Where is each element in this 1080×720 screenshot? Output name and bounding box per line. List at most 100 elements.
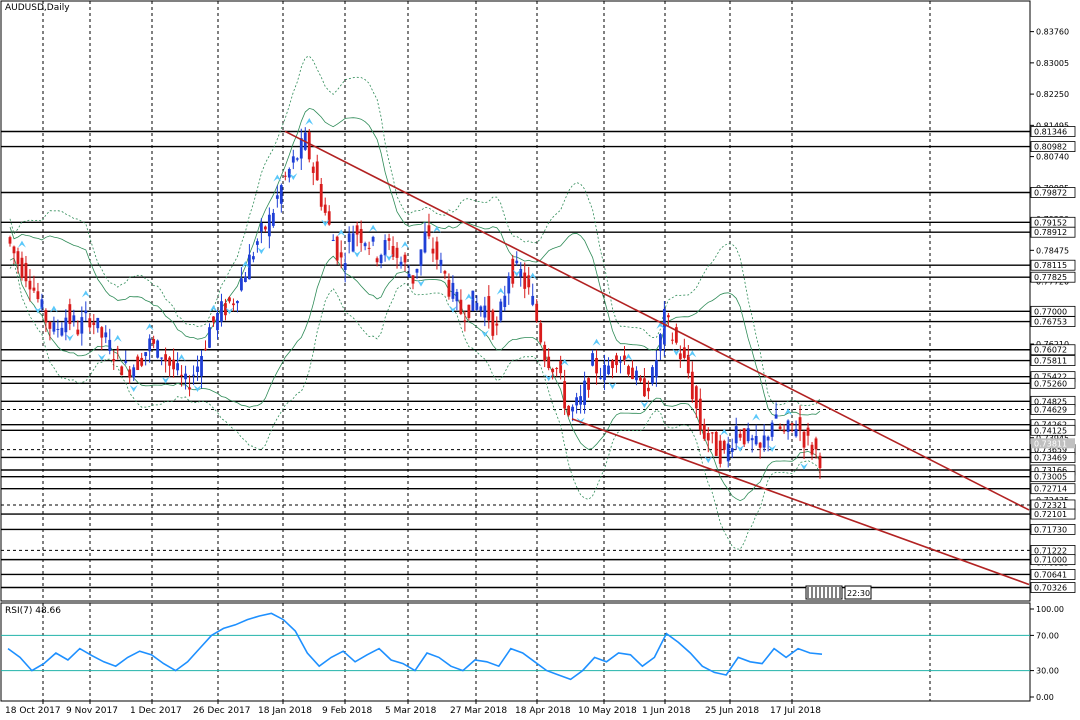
- candle-body: [730, 448, 734, 452]
- candle-body: [128, 369, 132, 378]
- fractal-down-arrow: [129, 385, 138, 393]
- fractal-down-arrow: [768, 444, 777, 452]
- candle-body: [168, 357, 172, 366]
- x-axis-label: 25 Jun 2018: [705, 706, 759, 716]
- candle-body: [798, 417, 802, 431]
- price-tick-label: 0.78475: [1036, 246, 1069, 255]
- candle-body: [471, 290, 475, 311]
- level-label: 0.71730: [1034, 525, 1067, 534]
- fractal-up-arrow: [145, 323, 154, 331]
- candle-body: [631, 367, 634, 380]
- candle-body: [611, 360, 614, 369]
- fractal-down-arrow: [257, 247, 266, 255]
- candle-body: [762, 435, 766, 448]
- candle-body: [387, 238, 391, 241]
- fractal-down-arrow: [193, 384, 202, 392]
- x-axis-label: 5 Mar 2018: [385, 706, 437, 716]
- fractal-down-arrow: [704, 456, 713, 464]
- x-axis-label: 18 Oct 2017: [5, 706, 61, 716]
- fractal-down-arrow: [512, 269, 521, 277]
- candle-body: [52, 322, 56, 332]
- level-label-box: [1030, 344, 1076, 356]
- candle-body: [655, 360, 658, 378]
- x-axis-label: 18 Jan 2018: [258, 706, 312, 716]
- level-label-box: [1030, 126, 1076, 137]
- level-label: 0.75260: [1034, 379, 1067, 388]
- level-label-box: [1030, 377, 1076, 389]
- candle-body: [12, 246, 16, 254]
- candle-body: [543, 344, 547, 361]
- candle-body: [507, 276, 511, 294]
- candle-body: [483, 305, 487, 318]
- candle-body: [487, 296, 491, 321]
- level-label: 0.74125: [1034, 426, 1067, 435]
- candle-body: [794, 429, 798, 437]
- candle-body: [24, 262, 28, 282]
- fractal-down-arrow: [161, 376, 170, 384]
- candle-body: [750, 438, 754, 441]
- candle-body: [758, 442, 762, 448]
- candle-body: [479, 306, 483, 311]
- candle-body: [68, 304, 72, 324]
- level-label: 0.79872: [1034, 189, 1067, 198]
- candle-body: [88, 318, 92, 328]
- candle-body: [240, 278, 243, 291]
- x-axis-label: 18 Apr 2018: [515, 706, 571, 716]
- candle-body: [28, 280, 32, 290]
- candle-body: [818, 455, 822, 469]
- candle-body: [623, 355, 626, 361]
- candle-body: [319, 183, 323, 207]
- fractal-down-arrow: [608, 382, 617, 390]
- level-label: 0.78912: [1034, 228, 1067, 237]
- trendline-support: [571, 418, 1030, 586]
- candle-body: [232, 303, 235, 306]
- price-tick-label: 0.83760: [1036, 28, 1069, 37]
- candle-body: [714, 431, 718, 456]
- x-axis-label: 26 Dec 2017: [193, 706, 251, 716]
- fractal-up-arrow: [49, 305, 58, 313]
- fractal-up-arrow: [560, 358, 569, 366]
- candle-body: [204, 348, 207, 350]
- candle-body: [419, 249, 423, 266]
- candle-body: [810, 444, 814, 455]
- candle-body: [443, 271, 447, 274]
- rsi-tick-label: 100.00: [1036, 605, 1064, 614]
- x-axis-label: 9 Nov 2017: [66, 706, 118, 716]
- level-label: 0.76072: [1034, 346, 1067, 355]
- candle-body: [515, 260, 519, 264]
- fractal-up-arrow: [528, 272, 537, 280]
- candle-body: [315, 161, 319, 181]
- level-label: 0.78115: [1034, 261, 1067, 270]
- candle-body: [786, 420, 790, 432]
- level-label: 0.73469: [1034, 453, 1067, 462]
- candle-body: [403, 254, 407, 263]
- candle-body: [682, 347, 686, 358]
- candle-body: [519, 269, 523, 277]
- level-label-box: [1030, 259, 1076, 271]
- candle-body: [407, 273, 411, 278]
- candle-body: [355, 225, 359, 235]
- outer-band-upper: [9, 55, 821, 407]
- candle-body: [666, 315, 670, 318]
- fractal-up-arrow: [337, 229, 346, 237]
- candle-body: [698, 398, 702, 430]
- candle-body: [275, 195, 279, 199]
- candle-body: [200, 355, 203, 377]
- candle-body: [651, 367, 654, 384]
- candle-body: [411, 275, 415, 284]
- x-axis-label: 1 Dec 2017: [130, 706, 182, 716]
- candle-body: [559, 360, 563, 374]
- candle-body: [375, 258, 379, 263]
- candle-body: [124, 361, 128, 363]
- candle-body: [323, 204, 327, 213]
- level-label: 0.81346: [1034, 128, 1067, 137]
- candle-body: [567, 405, 571, 416]
- fractal-down-arrow: [321, 219, 330, 227]
- level-label: 0.72101: [1034, 510, 1067, 519]
- candle-body: [132, 367, 136, 378]
- candle-body: [782, 430, 786, 432]
- fractal-up-arrow: [688, 350, 697, 358]
- candle-body: [160, 357, 164, 359]
- candle-body: [415, 268, 419, 273]
